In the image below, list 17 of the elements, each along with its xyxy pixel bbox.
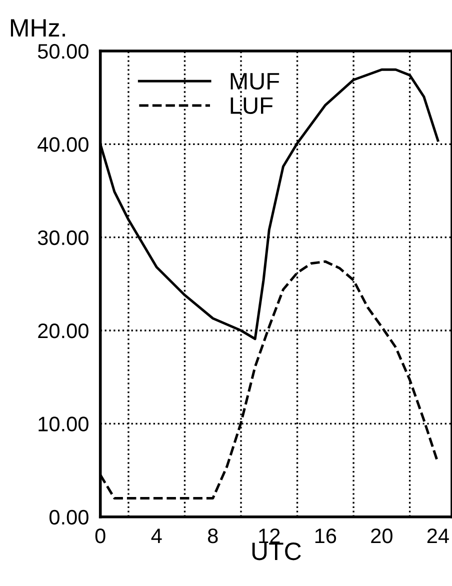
- x-tick-label: 8: [208, 528, 218, 544]
- x-axis-title: UTC: [252, 542, 301, 560]
- legend-label: LUF: [230, 97, 273, 114]
- y-tick-label: 40.00: [38, 137, 88, 152]
- x-tick-label: 4: [151, 528, 162, 544]
- y-tick-label: 30.00: [38, 230, 88, 246]
- x-tick-label: 20: [371, 528, 392, 544]
- legend-label: MUF: [230, 73, 280, 90]
- x-tick-label: 16: [315, 528, 336, 544]
- y-tick-label: 0.00: [50, 510, 88, 525]
- y-axis-title: MHz.: [10, 19, 65, 36]
- y-tick-label: 10.00: [38, 416, 88, 432]
- y-tick-label: 20.00: [38, 324, 88, 338]
- x-tick-label: 12: [259, 528, 280, 544]
- x-tick-label: 0: [95, 528, 106, 544]
- y-tick-label: 50.00: [38, 44, 88, 59]
- x-tick-label: 24: [427, 528, 449, 544]
